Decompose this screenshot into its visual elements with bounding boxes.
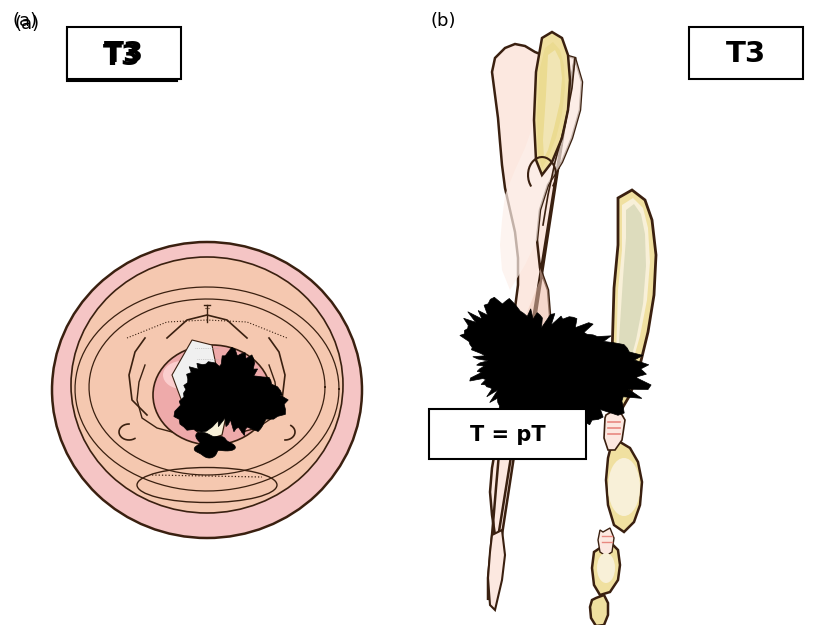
Text: T3: T3 [726, 40, 766, 68]
FancyBboxPatch shape [67, 27, 181, 79]
Polygon shape [537, 42, 565, 168]
Text: T3: T3 [104, 40, 144, 68]
Polygon shape [460, 298, 651, 431]
Ellipse shape [153, 345, 271, 445]
Ellipse shape [597, 553, 615, 583]
Text: (a): (a) [14, 15, 39, 33]
FancyBboxPatch shape [689, 27, 803, 79]
Polygon shape [500, 56, 582, 290]
Polygon shape [590, 595, 608, 625]
Polygon shape [174, 348, 288, 436]
Polygon shape [592, 542, 620, 595]
Ellipse shape [608, 458, 640, 516]
Polygon shape [488, 44, 582, 600]
Polygon shape [543, 50, 562, 158]
Polygon shape [195, 432, 236, 458]
FancyBboxPatch shape [67, 31, 177, 81]
Ellipse shape [71, 257, 343, 513]
Ellipse shape [52, 242, 362, 538]
Polygon shape [618, 204, 646, 390]
Text: (a): (a) [12, 12, 37, 30]
Polygon shape [534, 32, 570, 175]
Ellipse shape [137, 468, 277, 502]
Polygon shape [606, 442, 642, 532]
Polygon shape [616, 198, 650, 398]
Text: T3: T3 [103, 43, 141, 71]
Polygon shape [488, 530, 505, 610]
Text: T = pT: T = pT [470, 425, 546, 445]
Polygon shape [612, 190, 656, 412]
Polygon shape [598, 528, 614, 556]
FancyBboxPatch shape [429, 409, 586, 459]
Polygon shape [172, 340, 222, 420]
Text: (b): (b) [430, 12, 456, 30]
Polygon shape [195, 398, 227, 440]
Polygon shape [604, 408, 625, 450]
Polygon shape [500, 268, 550, 410]
Ellipse shape [163, 361, 201, 389]
